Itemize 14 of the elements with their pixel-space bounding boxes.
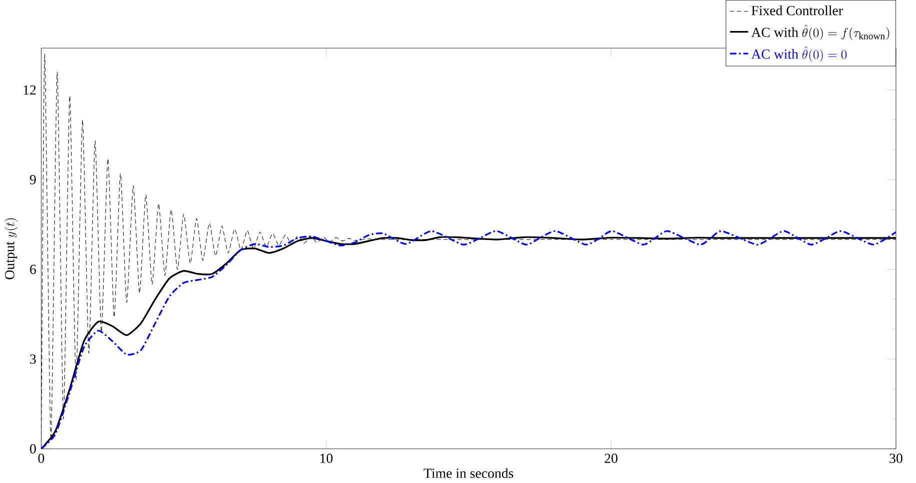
- x-tick-label: 20: [604, 454, 618, 464]
- legend-label: $\text{AC with }\hat{\theta}(0) = f(\tau_{\text{known}})$: [751, 24, 890, 40]
- legend-label: $\text{AC with }\hat{\theta}(0) = 0$: [751, 46, 847, 62]
- y-tick-label: 6: [30, 264, 36, 274]
- x-tick-label: 0: [38, 454, 44, 464]
- y-tick-label: 12: [24, 86, 36, 95]
- y-tick-label: 3: [30, 354, 36, 364]
- y-axis-title: $\text{Output }y(t)$: [4, 218, 18, 280]
- x-axis-title: Time in seconds: [424, 468, 514, 478]
- x-tick-label: 30: [890, 454, 902, 464]
- legend-label: $\text{Fixed Controller}$: [752, 6, 843, 16]
- x-tick-label: 10: [320, 454, 333, 464]
- y-tick-label: 9: [30, 175, 36, 185]
- y-tick-label: 0: [30, 444, 36, 454]
